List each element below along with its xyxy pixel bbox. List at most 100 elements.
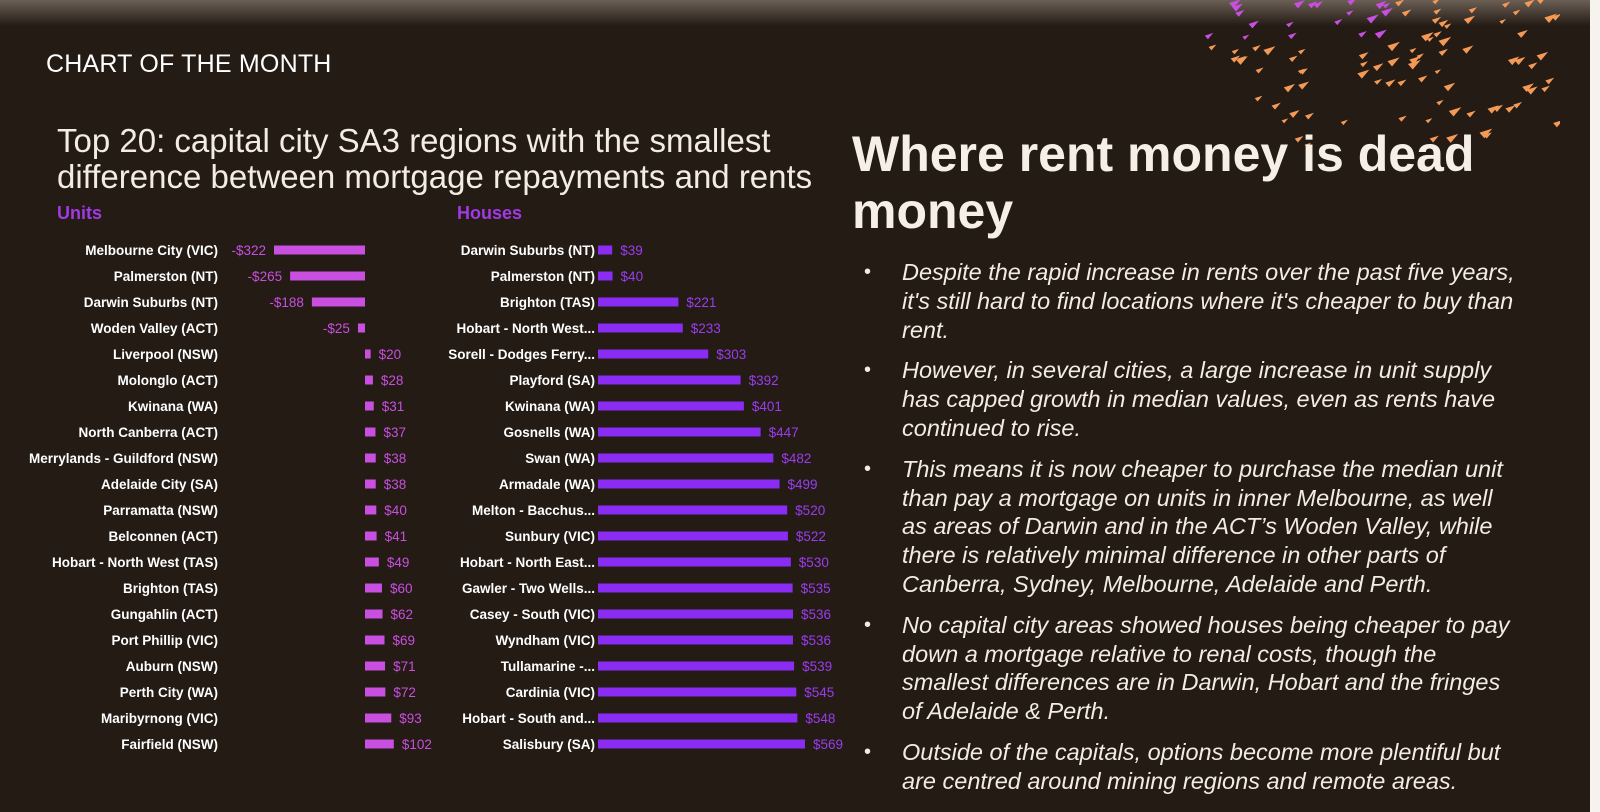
decorative-triangle: [1283, 83, 1296, 93]
units-category-label: Woden Valley (ACT): [91, 321, 218, 336]
decorative-triangle: [1305, 112, 1314, 120]
houses-bar: [598, 427, 761, 437]
units-value-label: $28: [381, 373, 404, 388]
units-category-label: Port Phillip (VIC): [112, 633, 219, 648]
houses-value-label: $39: [620, 243, 643, 258]
houses-category-label: Hobart - South and...: [462, 711, 595, 726]
decorative-triangle: [1418, 75, 1428, 83]
decorative-triangle: [1286, 21, 1294, 28]
houses-category-label: Armadale (WA): [499, 477, 595, 492]
decorative-triangle: [1528, 62, 1538, 70]
decorative-triangle: [1208, 44, 1217, 51]
units-bar: [365, 505, 377, 515]
decorative-triangle: [1514, 56, 1526, 66]
decorative-triangle: [1230, 55, 1241, 63]
units-bar: [365, 557, 379, 567]
decorative-triangle: [1204, 32, 1214, 40]
decorative-triangle: [1438, 48, 1448, 56]
houses-bar: [598, 661, 795, 671]
units-bar: [365, 687, 386, 697]
houses-bar: [598, 505, 788, 515]
houses-category-label: Wyndham (VIC): [495, 633, 595, 648]
decorative-triangle: [1544, 13, 1557, 23]
units-bar: [365, 479, 376, 489]
units-bar: [365, 375, 373, 385]
decorative-triangle: [1462, 45, 1474, 54]
units-value-label: $71: [393, 659, 416, 674]
units-bar: [365, 739, 394, 749]
units-value-label: $72: [393, 685, 416, 700]
decorative-triangle: [1398, 115, 1407, 122]
houses-category-label: Gosnells (WA): [503, 425, 595, 440]
houses-category-label: Melton - Bacchus...: [472, 503, 595, 518]
decorative-triangle: [1299, 68, 1308, 75]
decorative-triangle: [1487, 105, 1499, 114]
decorative-triangle: [1242, 34, 1250, 40]
decorative-triangle: [1468, 7, 1477, 14]
decorative-triangle: [1358, 31, 1367, 38]
units-category-label: Hobart - North West (TAS): [52, 555, 218, 570]
houses-category-label: Kwinana (WA): [505, 399, 595, 414]
decorative-triangle: [1407, 59, 1421, 70]
units-value-label: $62: [391, 607, 414, 622]
decorative-triangle: [1448, 107, 1462, 117]
units-category-label: Molonglo (ACT): [118, 373, 218, 388]
units-category-label: North Canberra (ACT): [78, 425, 218, 440]
decorative-triangle: [1366, 14, 1379, 24]
units-bar: [357, 323, 365, 333]
decorative-triangle: [1536, 51, 1549, 61]
decorative-triangle: [1522, 83, 1534, 93]
decorative-triangle: [1248, 20, 1259, 29]
houses-value-label: $401: [752, 399, 782, 414]
houses-category-label: Hobart - North East...: [460, 555, 595, 570]
units-value-label: $38: [384, 477, 407, 492]
decorative-triangle: [1434, 69, 1442, 75]
bullet-dot: •: [864, 261, 872, 283]
houses-category-label: Brighton (TAS): [500, 295, 595, 310]
units-bar: [365, 713, 392, 723]
section-kicker: CHART OF THE MONTH: [46, 50, 332, 78]
decorative-triangle: [1235, 9, 1245, 17]
units-bar: [274, 245, 365, 255]
houses-bar: [598, 375, 741, 385]
decorative-triangle: [1438, 36, 1452, 47]
units-bar: [365, 661, 386, 671]
decorative-triangle: [1387, 41, 1400, 52]
houses-value-label: $522: [796, 529, 826, 544]
decorative-triangle: [1545, 77, 1555, 85]
units-bar: [311, 297, 365, 307]
decorative-triangle: [1358, 52, 1369, 60]
bullet-dot: •: [864, 457, 872, 480]
houses-category-label: Swan (WA): [525, 451, 595, 466]
units-category-label: Melbourne City (VIC): [85, 243, 218, 258]
chart-title: Top 20: capital city SA3 regions with th…: [57, 122, 813, 195]
houses-bar: [598, 583, 793, 593]
units-category-label: Fairfield (NSW): [121, 737, 218, 752]
decorative-triangle: [1307, 1, 1318, 9]
decorative-triangle: [1298, 48, 1306, 55]
houses-bar: [598, 531, 788, 541]
decorative-triangle: [1513, 101, 1523, 109]
units-value-label: $31: [382, 399, 405, 414]
decorative-triangle: [1340, 119, 1348, 126]
decorative-triangle: [1443, 82, 1456, 92]
houses-bar: [598, 687, 797, 697]
bullet-text: This means it is now cheaper to purchase…: [902, 455, 1503, 597]
decorative-triangle: [1375, 0, 1387, 10]
houses-value-label: $548: [805, 711, 835, 726]
houses-category-label: Gawler - Two Wells...: [462, 581, 595, 596]
decorative-triangle: [1263, 46, 1276, 56]
units-category-label: Merrylands - Guildford (NSW): [29, 451, 218, 466]
units-value-label: $20: [379, 347, 402, 362]
units-value-label: $102: [402, 737, 432, 752]
decorative-triangle: [1541, 85, 1550, 93]
units-bar: [365, 401, 374, 411]
houses-value-label: $530: [799, 555, 829, 570]
houses-value-label: $520: [795, 503, 825, 518]
decorative-triangle: [1374, 29, 1387, 39]
units-category-label: Kwinana (WA): [128, 399, 218, 414]
decorative-triangle: [1231, 48, 1240, 55]
bullet-text: No capital city areas showed houses bein…: [902, 611, 1510, 725]
units-value-label: $69: [393, 633, 416, 648]
decorative-triangle: [1293, 0, 1305, 9]
